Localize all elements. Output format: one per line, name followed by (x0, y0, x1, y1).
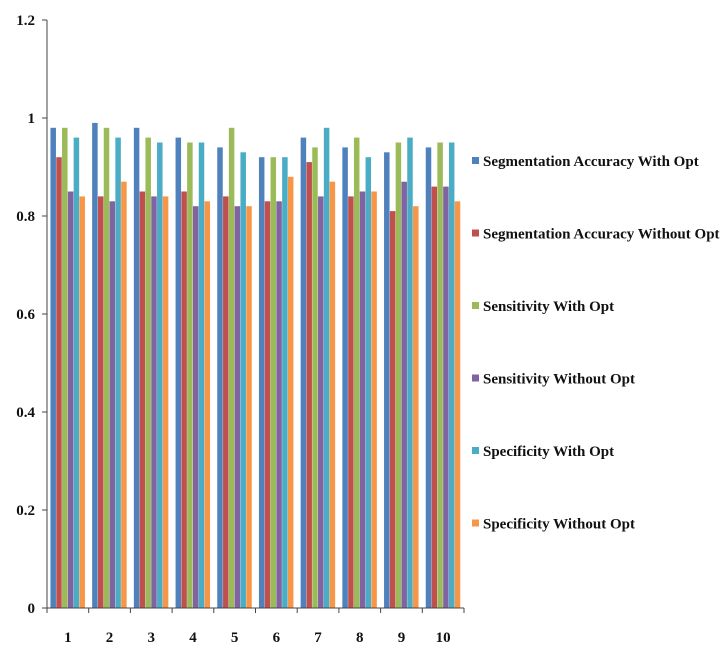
y-axis: 0 0.2 0.4 0.6 0.8 1 1.2 (16, 13, 48, 617)
legend: Segmentation Accuracy With Opt Segmentati… (472, 154, 720, 533)
bar-series-3-cat-2 (103, 127, 110, 609)
x-tick-label: 8 (356, 630, 364, 646)
bar-series-1-cat-7 (300, 137, 307, 608)
bar-series-2-cat-4 (181, 191, 187, 608)
bar-series-1-cat-6 (258, 157, 265, 608)
bar-series-6-cat-4 (204, 201, 211, 609)
bar-series-5-cat-5 (240, 152, 246, 609)
bar-series-1-cat-2 (92, 122, 98, 609)
bar-series-2-cat-10 (431, 186, 438, 608)
bar-series-2-cat-2 (97, 196, 104, 608)
bar-series-4-cat-4 (192, 206, 199, 608)
bar-series-4-cat-7 (318, 196, 324, 608)
bar-series-3-cat-7 (312, 147, 318, 608)
x-tick-label: 1 (64, 630, 72, 646)
legend-swatch-4 (472, 374, 479, 382)
bar-series-6-cat-9 (413, 206, 419, 608)
y-tick-label: 0.8 (16, 209, 35, 225)
bar-series-4-cat-10 (443, 186, 449, 608)
legend-label-1: Segmentation Accuracy With Opt (483, 154, 699, 170)
x-tick-label: 6 (273, 630, 281, 646)
y-tick-label: 0.6 (16, 307, 35, 323)
bar-series-3-cat-1 (62, 127, 68, 609)
y-tick-label: 1 (28, 111, 36, 127)
bar-series-2-cat-6 (264, 201, 271, 609)
bar-series-1-cat-9 (384, 152, 390, 609)
bar-series-1-cat-10 (425, 147, 432, 608)
legend-swatch-6 (472, 519, 479, 527)
y-tick-label: 0.4 (16, 405, 35, 421)
x-tick-label: 3 (148, 630, 156, 646)
bar-series-2-cat-8 (348, 196, 354, 608)
x-tick-label: 10 (436, 630, 451, 646)
bar-series-2-cat-3 (139, 191, 146, 608)
bar-series-1-cat-5 (217, 147, 223, 608)
y-tick-label: 1.2 (16, 13, 35, 29)
bar-series-5-cat-4 (198, 142, 205, 608)
bar-series-3-cat-5 (228, 127, 235, 609)
bar-series-2-cat-7 (306, 162, 312, 608)
bar-series-3-cat-3 (145, 137, 151, 608)
bar-series-2-cat-9 (389, 211, 396, 608)
bar-series-2-cat-1 (56, 157, 62, 608)
bar-series-6-cat-10 (454, 201, 461, 609)
legend-swatch-3 (472, 302, 479, 309)
bar-series-5-cat-1 (73, 137, 80, 608)
bar-series-6-cat-6 (287, 176, 294, 609)
bar-series-5-cat-3 (157, 142, 163, 608)
bar-series-5-cat-6 (282, 157, 288, 608)
legend-label-4: Sensitivity Without Opt (483, 372, 635, 388)
bar-series-6-cat-8 (371, 191, 377, 608)
bar-series-3-cat-4 (187, 142, 193, 608)
bar-series-4-cat-1 (67, 191, 74, 608)
x-tick-label: 9 (398, 630, 406, 646)
legend-label-5: Specificity With Opt (483, 444, 614, 460)
plot-area (50, 122, 461, 609)
legend-label-6: Specificity Without Opt (483, 517, 635, 533)
legend-swatch-2 (472, 229, 479, 237)
bar-series-1-cat-3 (133, 127, 140, 609)
bar-series-5-cat-7 (323, 127, 330, 609)
legend-label-3: Sensitivity With Opt (483, 299, 614, 315)
bar-series-3-cat-9 (395, 142, 402, 608)
bar-series-6-cat-5 (246, 206, 252, 608)
bar-series-6-cat-1 (79, 196, 85, 608)
x-tick-label: 5 (231, 630, 239, 646)
bar-series-5-cat-2 (115, 137, 121, 608)
y-tick-label: 0 (28, 601, 36, 617)
bar-series-4-cat-8 (359, 191, 366, 608)
bar-series-4-cat-5 (234, 206, 241, 608)
bar-series-5-cat-10 (448, 142, 455, 608)
legend-swatch-5 (472, 447, 479, 454)
bar-series-5-cat-9 (407, 137, 413, 608)
legend-label-2: Segmentation Accuracy Without Opt (483, 227, 720, 243)
bar-series-4-cat-3 (151, 196, 157, 608)
bar-series-5-cat-8 (365, 157, 372, 608)
bar-series-3-cat-8 (353, 137, 360, 608)
bar-series-1-cat-8 (342, 147, 348, 608)
bar-series-6-cat-7 (329, 181, 336, 608)
bar-series-3-cat-6 (270, 157, 277, 608)
legend-swatch-1 (472, 157, 479, 164)
bar-series-3-cat-10 (437, 142, 443, 608)
bar-series-4-cat-9 (401, 181, 407, 608)
y-tick-label: 0.2 (16, 503, 35, 519)
bar-series-6-cat-2 (121, 181, 127, 608)
bar-series-6-cat-3 (162, 196, 169, 608)
bar-series-1-cat-4 (175, 137, 182, 608)
bar-series-1-cat-1 (50, 127, 56, 609)
x-axis: 1 2 3 4 5 6 7 8 9 10 (46, 607, 465, 646)
x-tick-label: 2 (106, 630, 114, 646)
x-tick-label: 7 (314, 630, 322, 646)
x-tick-label: 4 (189, 630, 197, 646)
bar-series-4-cat-2 (109, 201, 116, 609)
bar-series-2-cat-5 (223, 196, 229, 608)
bar-series-4-cat-6 (276, 201, 282, 609)
